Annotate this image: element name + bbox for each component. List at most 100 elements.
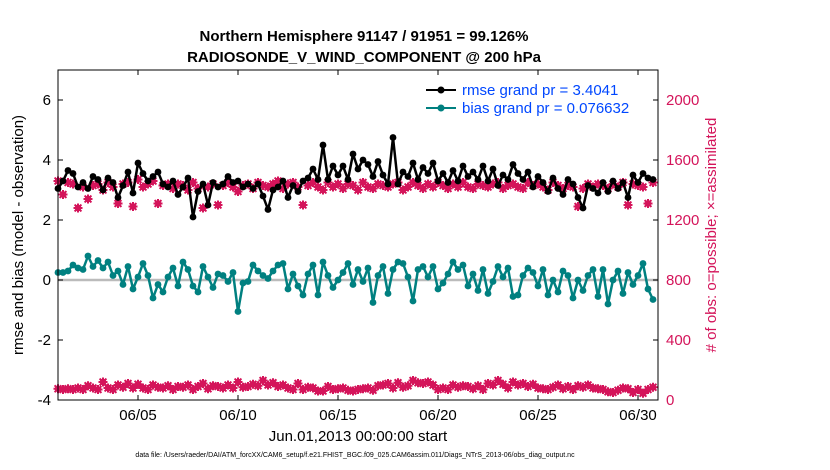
obs-rejected-marker-x [263,380,273,390]
obs-assimilated-marker [388,179,398,189]
rmse-series-marker [139,170,147,177]
obs-assimilated-marker [148,176,158,186]
rmse-series-marker [374,158,382,165]
bias-series-marker [314,291,322,299]
obs-rejected-marker-x [438,383,448,393]
bias-series-marker [264,275,272,282]
rmse-series-marker [514,170,522,177]
bias-series-marker [339,269,347,276]
bias-series-marker [159,288,167,296]
bias-series-marker [294,282,302,290]
bias-series-marker [144,272,152,279]
bias-series-marker [269,267,277,275]
bias-series-marker [519,272,527,279]
x-tick-label: 06/10 [219,407,257,424]
obs-rejected-marker-x [58,385,68,394]
bias-series-marker [399,260,407,267]
obs-assimilated-marker [283,179,293,189]
bias-series-marker [114,267,122,275]
bias-series-marker [164,273,172,281]
bias-series-marker [374,272,382,279]
obs-rejected-marker-x [88,383,98,393]
obs-assimilated-marker [358,178,368,187]
obs-rejected-marker-x [123,379,133,388]
rmse-series-marker [354,165,362,173]
rmse-series-marker [489,165,497,173]
bias-series-marker [534,282,542,290]
rmse-series-marker [554,185,562,192]
obs-rejected-marker-x [418,379,428,388]
obs-assimilated-marker [173,179,183,189]
obs-rejected-marker-x [293,379,303,388]
obs-rejected-marker-x [428,380,438,390]
bias-series-marker [229,269,237,276]
rmse-series-marker [599,179,607,186]
obs-assimilated-marker [408,178,418,187]
rmse-series-marker [404,173,412,180]
rmse-series-marker [549,174,557,182]
obs-rejected-marker-x [558,384,568,394]
obs-assimilated-marker [228,182,238,192]
obs-rejected-marker-x [213,382,223,391]
obs-rejected-marker-x [273,382,283,391]
bias-series-marker [89,263,97,270]
obs-assimilated-marker [423,179,433,189]
rmse-series-marker [269,186,277,194]
bias-series-marker [404,273,412,281]
bias-series-marker [419,263,427,270]
bias-series-marker [124,263,132,270]
rmse-series-marker [414,176,422,183]
obs-rejected-marker-x [613,385,623,395]
obs-rejected-marker-x [243,382,253,391]
obs-assimilated-marker [438,181,448,190]
obs-assimilated-marker [83,194,93,204]
obs-rejected-marker-x [218,383,228,393]
bias-series-marker [79,266,87,273]
bias-series-marker [99,264,107,272]
bias-series-marker [304,270,312,278]
obs-assimilated-marker [363,182,373,192]
rmse-series-marker [399,168,407,176]
obs-assimilated-marker [213,200,223,210]
bias-series-marker [319,258,327,266]
bias-series-marker [94,257,102,264]
obs-rejected-marker-x [258,376,268,385]
bias-series-marker [284,285,292,293]
x-tick-label: 06/05 [119,407,157,424]
obs-assimilated-marker [538,182,548,192]
obs-rejected-marker-x [468,384,478,394]
obs-rejected-marker-x [108,385,118,394]
obs-assimilated-marker [153,199,163,208]
rmse-series-marker [319,141,327,149]
obs-rejected-marker-x [188,385,198,394]
rmse-series-marker [369,173,377,180]
obs-assimilated-marker [308,178,318,187]
obs-assimilated-marker [223,178,233,187]
obs-assimilated-marker [413,181,423,190]
bias-series-marker [554,288,562,296]
rmse-series-marker [344,176,352,183]
obs-assimilated-marker [468,184,478,193]
bias-series-marker [199,263,207,270]
rmse-series-marker [279,177,287,185]
chart-title-line-1: Northern Hemisphere 91147 / 91951 = 99.1… [200,28,529,45]
obs-rejected-marker-x [298,385,308,394]
bias-series-marker [379,263,387,270]
obs-assimilated-marker [398,185,408,195]
obs-assimilated-marker [343,179,353,189]
obs-assimilated-marker [168,184,178,193]
bias-series-marker [489,278,497,285]
bias-series-marker [189,282,197,290]
obs-rejected-marker-x [253,381,263,391]
obs-rejected-marker-x [523,382,533,391]
obs-rejected-marker-x [368,385,378,395]
bias-series-marker [154,281,162,288]
obs-assimilated-marker [628,179,638,189]
bias-series-marker [614,267,622,275]
rmse-series-marker [249,185,257,192]
obs-rejected-marker-x [118,382,128,392]
bias-series-marker [309,261,317,269]
obs-rejected-marker-x [168,385,178,394]
obs-assimilated-marker [378,181,388,190]
